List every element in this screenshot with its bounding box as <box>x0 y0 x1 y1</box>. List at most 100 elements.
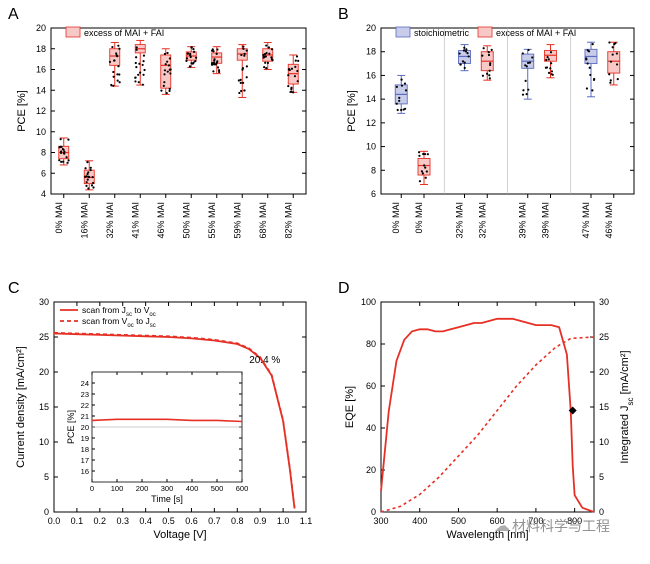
svg-text:8: 8 <box>41 148 46 158</box>
panelD-svg: 0204060801000510152025303004005006007008… <box>336 280 641 555</box>
svg-text:200: 200 <box>136 484 149 493</box>
svg-text:25: 25 <box>599 332 609 342</box>
svg-text:scan from Voc to Jsc: scan from Voc to Jsc <box>82 316 156 329</box>
panelA: A 4 6 8 10 12 14 16 18 20 PCE [%] excess of MAI + … <box>6 6 316 256</box>
svg-text:0.1: 0.1 <box>71 516 84 526</box>
svg-text:82% MAI: 82% MAI <box>283 202 293 239</box>
svg-text:18: 18 <box>366 47 376 57</box>
svg-text:47% MAI: 47% MAI <box>581 202 591 239</box>
svg-text:12: 12 <box>36 106 46 116</box>
svg-text:600: 600 <box>490 516 505 526</box>
svg-text:600: 600 <box>236 484 249 493</box>
svg-text:0.2: 0.2 <box>94 516 107 526</box>
svg-text:PCE [%]: PCE [%] <box>16 90 28 132</box>
panelD: D 02040608010005101520253030040050060070… <box>336 280 641 555</box>
svg-text:0: 0 <box>599 507 604 517</box>
panelB-label: B <box>338 6 349 24</box>
svg-text:20: 20 <box>81 423 89 432</box>
svg-text:68% MAI: 68% MAI <box>258 202 268 239</box>
svg-text:Wavelength [nm]: Wavelength [nm] <box>446 529 528 541</box>
svg-text:500: 500 <box>451 516 466 526</box>
svg-text:17: 17 <box>81 456 89 465</box>
svg-text:700: 700 <box>528 516 543 526</box>
svg-text:300: 300 <box>373 516 388 526</box>
svg-text:32% MAI: 32% MAI <box>477 202 487 239</box>
panelC-svg: 0 5 10 15 20 25 30 0.0 0.1 0.2 0.3 0.4 0.5 0.6 0.7 0.8 0… <box>6 280 316 555</box>
svg-text:20: 20 <box>366 23 376 33</box>
svg-text:60: 60 <box>366 381 376 391</box>
svg-text:20: 20 <box>36 23 46 33</box>
svg-text:1.1: 1.1 <box>300 516 313 526</box>
svg-text:100: 100 <box>111 484 124 493</box>
panelA-label: A <box>8 6 19 24</box>
svg-text:1.0: 1.0 <box>277 516 290 526</box>
svg-text:16: 16 <box>81 467 89 476</box>
svg-text:4: 4 <box>41 189 46 199</box>
svg-text:Current density [mA/cm²]: Current density [mA/cm²] <box>15 346 27 468</box>
svg-text:10: 10 <box>36 127 46 137</box>
svg-text:39% MAI: 39% MAI <box>541 202 551 239</box>
svg-text:0.0: 0.0 <box>48 516 61 526</box>
svg-text:0.9: 0.9 <box>254 516 267 526</box>
svg-text:10: 10 <box>366 142 376 152</box>
svg-text:14: 14 <box>366 94 376 104</box>
svg-text:5: 5 <box>44 472 49 482</box>
svg-text:46% MAI: 46% MAI <box>604 202 614 239</box>
svg-text:Integrated Jsc [mA/cm²]: Integrated Jsc [mA/cm²] <box>619 350 635 463</box>
svg-text:5: 5 <box>599 472 604 482</box>
svg-text:400: 400 <box>186 484 199 493</box>
svg-text:0.3: 0.3 <box>116 516 129 526</box>
svg-text:EQE [%]: EQE [%] <box>344 386 356 428</box>
svg-text:18: 18 <box>81 445 89 454</box>
svg-text:80: 80 <box>366 339 376 349</box>
svg-text:10: 10 <box>39 437 49 447</box>
svg-text:15: 15 <box>599 402 609 412</box>
svg-text:0: 0 <box>90 484 94 493</box>
svg-text:6: 6 <box>371 189 376 199</box>
panelB: B 68101214161820PCE [%]stoichiometricexc… <box>336 6 641 256</box>
svg-text:0.5: 0.5 <box>162 516 175 526</box>
svg-text:Time [s]: Time [s] <box>151 494 183 504</box>
svg-text:15: 15 <box>39 402 49 412</box>
svg-text:0% MAI: 0% MAI <box>391 202 401 234</box>
svg-text:0.7: 0.7 <box>208 516 221 526</box>
svg-text:Voltage [V]: Voltage [V] <box>153 529 206 541</box>
svg-text:30: 30 <box>599 297 609 307</box>
svg-text:32% MAI: 32% MAI <box>105 202 115 239</box>
svg-text:400: 400 <box>412 516 427 526</box>
svg-text:20: 20 <box>599 367 609 377</box>
panelD-label: D <box>338 280 350 298</box>
svg-text:20: 20 <box>366 465 376 475</box>
svg-text:16: 16 <box>366 70 376 80</box>
svg-text:excess of MAI + FAI: excess of MAI + FAI <box>496 28 576 38</box>
svg-text:30: 30 <box>39 297 49 307</box>
svg-text:25: 25 <box>39 332 49 342</box>
svg-text:800: 800 <box>567 516 582 526</box>
svg-text:50% MAI: 50% MAI <box>181 202 191 239</box>
svg-text:0% MAI: 0% MAI <box>414 202 424 234</box>
panelC: C 0 5 10 15 20 25 30 0.0 0.1 0.2 0.3 0.4 0.5 0.6 0.7 0.… <box>6 280 316 555</box>
svg-text:8: 8 <box>371 165 376 175</box>
panelC-label: C <box>8 280 20 298</box>
svg-text:39% MAI: 39% MAI <box>518 202 528 239</box>
svg-text:10: 10 <box>599 437 609 447</box>
svg-text:21: 21 <box>81 412 89 421</box>
svg-text:22: 22 <box>81 401 89 410</box>
svg-text:40: 40 <box>366 423 376 433</box>
svg-text:18: 18 <box>36 44 46 54</box>
svg-text:PCE [%]: PCE [%] <box>66 410 76 444</box>
svg-text:0.8: 0.8 <box>231 516 244 526</box>
svg-text:0.4: 0.4 <box>139 516 152 526</box>
svg-text:100: 100 <box>361 297 376 307</box>
svg-text:6: 6 <box>41 168 46 178</box>
svg-text:59% MAI: 59% MAI <box>232 202 242 239</box>
svg-text:0.6: 0.6 <box>185 516 198 526</box>
svg-text:excess of MAI + FAI: excess of MAI + FAI <box>84 28 164 38</box>
svg-text:14: 14 <box>36 85 46 95</box>
figure-grid: A 4 6 8 10 12 14 16 18 20 PCE [%] excess of MAI + … <box>0 0 650 564</box>
svg-text:PCE [%]: PCE [%] <box>346 90 358 132</box>
svg-text:41% MAI: 41% MAI <box>130 202 140 239</box>
svg-text:32% MAI: 32% MAI <box>454 202 464 239</box>
svg-text:stoichiometric: stoichiometric <box>414 28 470 38</box>
svg-text:16: 16 <box>36 65 46 75</box>
